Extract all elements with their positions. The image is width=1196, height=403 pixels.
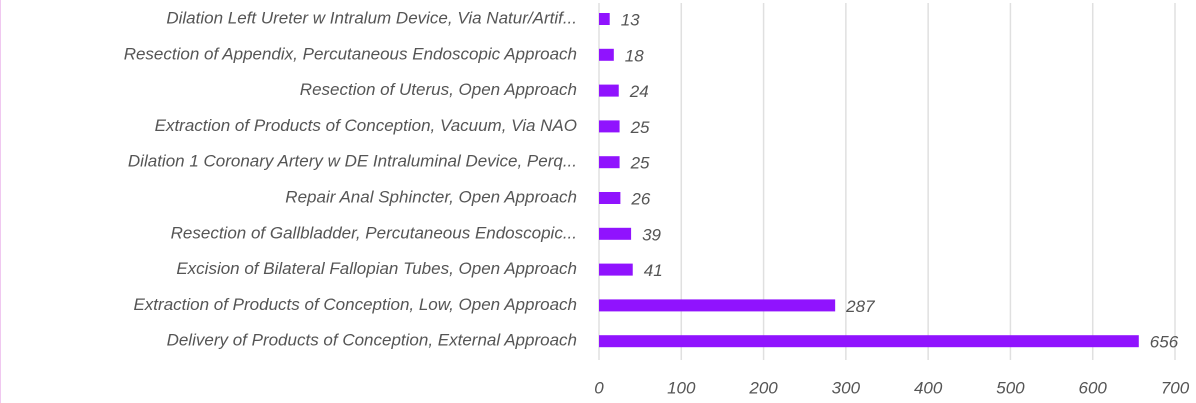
value-label: 25: [630, 118, 650, 137]
x-tick-label: 200: [748, 378, 778, 397]
y-tick-label: Repair Anal Sphincter, Open Approach: [285, 187, 577, 206]
x-tick-label: 400: [914, 378, 943, 397]
y-tick-label: Dilation 1 Coronary Artery w DE Intralum…: [128, 152, 577, 171]
x-tick-label: 300: [832, 378, 861, 397]
x-tick-label: 700: [1161, 378, 1190, 397]
bar: [599, 48, 614, 61]
bar: [599, 120, 620, 133]
y-tick-label: Extraction of Products of Conception, Lo…: [133, 295, 577, 314]
bar: [599, 227, 632, 240]
x-tick-label: 600: [1079, 378, 1108, 397]
bar: [599, 263, 633, 276]
value-label: 26: [630, 189, 650, 208]
value-label: 41: [644, 261, 663, 280]
x-tick-label: 500: [996, 378, 1025, 397]
y-tick-label: Resection of Gallbladder, Percutaneous E…: [171, 223, 577, 242]
y-tick-label: Extraction of Products of Conception, Va…: [155, 116, 577, 135]
bar: [599, 335, 1139, 348]
y-tick-label: Resection of Appendix, Percutaneous Endo…: [124, 44, 577, 63]
value-label: 656: [1150, 333, 1179, 352]
value-label: 24: [629, 82, 649, 101]
value-label: 287: [845, 297, 875, 316]
value-label: 18: [625, 46, 644, 65]
bar: [599, 299, 836, 312]
y-tick-label: Dilation Left Ureter w Intralum Device, …: [166, 8, 577, 27]
bar: [599, 13, 610, 25]
y-tick-label: Resection of Uterus, Open Approach: [300, 80, 577, 99]
value-label: 13: [621, 10, 640, 29]
y-tick-label: Excision of Bilateral Fallopian Tubes, O…: [176, 259, 577, 278]
x-tick-label: 0: [594, 378, 604, 397]
value-label: 25: [630, 154, 650, 173]
bar: [599, 156, 620, 169]
y-tick-label: Delivery of Products of Conception, Exte…: [167, 331, 577, 350]
value-label: 39: [642, 225, 661, 244]
x-tick-label: 100: [667, 378, 696, 397]
bar: [599, 84, 619, 97]
bar: [599, 192, 621, 204]
